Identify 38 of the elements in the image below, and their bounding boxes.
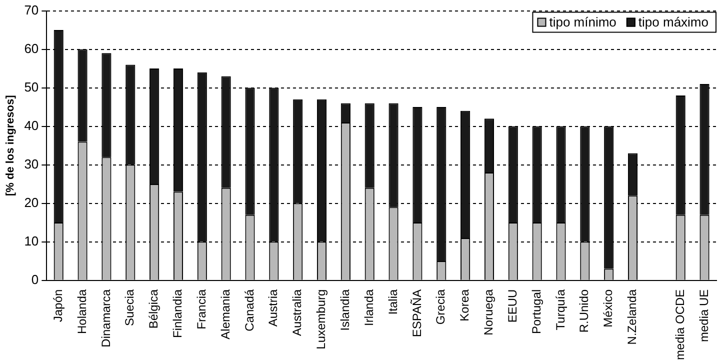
y-tick-label: 30 bbox=[24, 156, 39, 172]
x-tick-label: Canadá bbox=[242, 289, 256, 332]
x-tick-label: Islandia bbox=[338, 289, 352, 331]
x-tick-label: Alemania bbox=[218, 288, 232, 340]
y-tick-label: 60 bbox=[24, 40, 39, 56]
x-tick-label: media UE bbox=[696, 289, 711, 342]
y-tick-label: 0 bbox=[31, 272, 39, 287]
y-tick-label: 20 bbox=[24, 194, 39, 210]
x-tick-label: Australia bbox=[290, 288, 304, 336]
x-tick-label: Turquía bbox=[553, 289, 568, 330]
x-tick-label: Irlanda bbox=[362, 289, 376, 326]
x-tick-label: Portugal bbox=[529, 289, 544, 334]
y-tick-label: 10 bbox=[24, 233, 39, 248]
x-tick-label: Luxemburg bbox=[314, 289, 328, 350]
x-tick-label: México bbox=[601, 288, 616, 328]
y-axis-title: [% de los ingresos] bbox=[4, 94, 17, 196]
x-tick-label: Noruega bbox=[482, 288, 496, 336]
x-tick-label: Holanda bbox=[74, 288, 89, 334]
legend-label: tipo máximo bbox=[638, 14, 708, 30]
x-tick-label: Grecia bbox=[434, 288, 448, 325]
y-tick-label: 50 bbox=[24, 79, 39, 94]
x-tick-label: Japón bbox=[50, 289, 65, 322]
x-tick-label: Austria bbox=[266, 289, 280, 327]
x-tick-label: N.Zelanda bbox=[625, 288, 640, 345]
legend-label: tipo mínimo bbox=[549, 14, 616, 30]
x-tick-label: Italia bbox=[386, 289, 400, 315]
y-tick-label: 40 bbox=[24, 118, 39, 133]
x-tick-label: EEUU bbox=[505, 289, 520, 323]
x-tick-label: media OCDE bbox=[672, 289, 687, 360]
y-tick-label: 70 bbox=[24, 2, 39, 18]
x-tick-label: Dinamarca bbox=[98, 289, 113, 348]
x-tick-label: Francia bbox=[194, 288, 208, 330]
x-tick-label: Finlandia bbox=[170, 288, 185, 338]
x-tick-label: Korea bbox=[458, 288, 472, 322]
x-tick-label: Bélgica bbox=[146, 288, 161, 329]
x-tick-label: ESPAÑA bbox=[410, 289, 424, 338]
x-tick-label: R.Unido bbox=[577, 288, 592, 333]
x-tick-label: Suecia bbox=[122, 289, 137, 326]
